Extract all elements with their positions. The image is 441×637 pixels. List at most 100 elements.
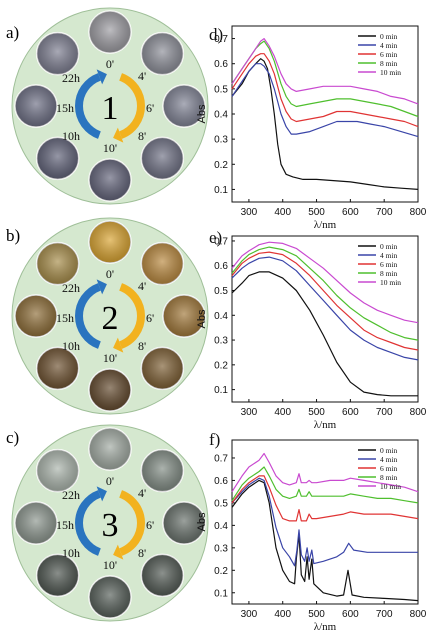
sample-wells xyxy=(14,220,206,412)
x-tick-label: 300 xyxy=(241,207,258,218)
time-label: 15h xyxy=(56,518,74,532)
panel-label: e) xyxy=(209,228,222,247)
sample-well-shade xyxy=(89,576,131,618)
time-label: 4' xyxy=(138,69,146,83)
sample-well-shade xyxy=(163,502,205,544)
legend-entry: 8 min xyxy=(380,473,398,482)
sample-well-shade xyxy=(36,554,79,597)
sample-well-shade xyxy=(163,85,205,127)
time-labels: 0' 4' 6'8' 10' 10h 15h 22h xyxy=(56,57,154,155)
chart-f: f) 0.1 0.2 0.3 0.4 0.5 0.6 0.7 300 400 500 600 700 80… xyxy=(196,430,427,633)
legend-entry: 6 min xyxy=(380,464,398,473)
legend-entry: 10 min xyxy=(380,68,401,77)
y-tick-label: 0.7 xyxy=(214,236,228,247)
y-tick-label: 0.4 xyxy=(214,110,228,121)
y-tick-label: 0.6 xyxy=(214,476,228,487)
blue-arrow xyxy=(75,283,101,349)
y-tick-label: 0.7 xyxy=(214,453,228,464)
y-tick-label: 0.7 xyxy=(214,34,228,45)
series-line-6-min xyxy=(231,53,419,128)
sample-number: 1 xyxy=(102,90,119,127)
time-label: 15h xyxy=(56,311,74,325)
time-label: 10' xyxy=(103,141,117,155)
x-tick-label: 600 xyxy=(342,207,359,218)
x-tick-label: 800 xyxy=(410,207,427,218)
time-labels: 0' 4' 6'8' 10' 10h 15h 22h xyxy=(56,267,154,365)
panel-label: f) xyxy=(209,430,220,449)
x-axis-label: λ/nm xyxy=(314,219,337,231)
blue-arrow xyxy=(75,73,101,139)
disk-panel-b: b) 2 0' 4' 6'8' 10' 10h 15h 22h xyxy=(6,217,209,415)
sample-well-shade xyxy=(141,347,184,390)
sample-well-shade xyxy=(15,295,57,337)
time-label: 6' xyxy=(146,311,154,325)
y-axis-label: Abs xyxy=(196,309,208,328)
y-tick-label: 0.1 xyxy=(214,385,228,396)
series-line-10-min xyxy=(231,241,419,324)
x-tick-label: 800 xyxy=(410,407,427,418)
legend-entry: 6 min xyxy=(380,50,398,59)
sample-well-shade xyxy=(141,554,184,597)
y-tick-label: 0.2 xyxy=(214,360,228,371)
y-tick-label: 0.5 xyxy=(214,286,228,297)
sample-well-shade xyxy=(89,428,131,470)
disk-panel-c: c) 3 0' 4' 6'8' 10' 10h 15h 22h xyxy=(6,424,209,622)
sample-well-shade xyxy=(163,295,205,337)
time-label: 6' xyxy=(146,101,154,115)
panel-label: c) xyxy=(6,428,19,447)
plot-frame xyxy=(231,439,419,605)
cycle-arrows xyxy=(75,279,145,353)
legend-entry: 0 min xyxy=(380,242,398,251)
y-tick-label: 0.6 xyxy=(214,261,228,272)
y-tick-label: 0.2 xyxy=(214,160,228,171)
sample-well-shade xyxy=(36,347,79,390)
y-tick-label: 0.2 xyxy=(214,566,228,577)
legend-entry: 10 min xyxy=(380,278,401,287)
x-tick-label: 300 xyxy=(241,609,258,620)
x-tick-label: 700 xyxy=(376,609,393,620)
y-tick-label: 0.1 xyxy=(214,588,228,599)
time-label: 15h xyxy=(56,101,74,115)
sample-well-shade xyxy=(89,159,131,201)
legend-entry: 4 min xyxy=(380,41,398,50)
series-line-8-min xyxy=(231,246,419,341)
time-label: 4' xyxy=(138,279,146,293)
y-tick-label: 0.5 xyxy=(214,84,228,95)
time-label: 10h xyxy=(62,339,80,353)
plot-frame xyxy=(231,235,419,403)
orange-arrow-head xyxy=(113,337,124,353)
y-tick-label: 0.5 xyxy=(214,498,228,509)
legend-entry: 8 min xyxy=(380,59,398,68)
orange-arrow-head xyxy=(113,544,124,560)
sample-well-shade xyxy=(36,449,79,492)
series-line-4-min xyxy=(231,477,418,567)
time-label: 8' xyxy=(138,339,146,353)
legend-entry: 0 min xyxy=(380,32,398,41)
x-tick-label: 300 xyxy=(241,407,258,418)
disk-panel-a: a) 1 0' 4' 6'8' 10' 10h 15h 22h xyxy=(6,7,209,205)
sample-well-shade xyxy=(36,242,79,285)
legend-entry: 8 min xyxy=(380,269,398,278)
y-tick-label: 0.4 xyxy=(214,521,228,532)
x-tick-label: 400 xyxy=(274,407,291,418)
time-label: 22h xyxy=(62,488,80,502)
sample-well-shade xyxy=(15,85,57,127)
y-axis-label: Abs xyxy=(196,512,208,531)
cycle-arrows xyxy=(75,486,145,560)
series-line-4-min xyxy=(231,63,419,138)
x-tick-label: 700 xyxy=(376,407,393,418)
cycle-arrows xyxy=(75,69,145,143)
time-label: 10' xyxy=(103,351,117,365)
sample-number: 2 xyxy=(102,300,119,337)
orange-arrow xyxy=(119,73,145,139)
orange-arrow xyxy=(119,283,145,349)
y-tick-label: 0.4 xyxy=(214,311,228,322)
sample-well-shade xyxy=(89,11,131,53)
series-line-0-min xyxy=(231,58,419,190)
x-tick-label: 700 xyxy=(376,207,393,218)
x-tick-label: 500 xyxy=(308,407,325,418)
sample-well-shade xyxy=(141,32,184,75)
sample-number: 3 xyxy=(102,507,119,544)
y-tick-label: 0.3 xyxy=(214,336,228,347)
blue-arrow xyxy=(75,490,101,556)
